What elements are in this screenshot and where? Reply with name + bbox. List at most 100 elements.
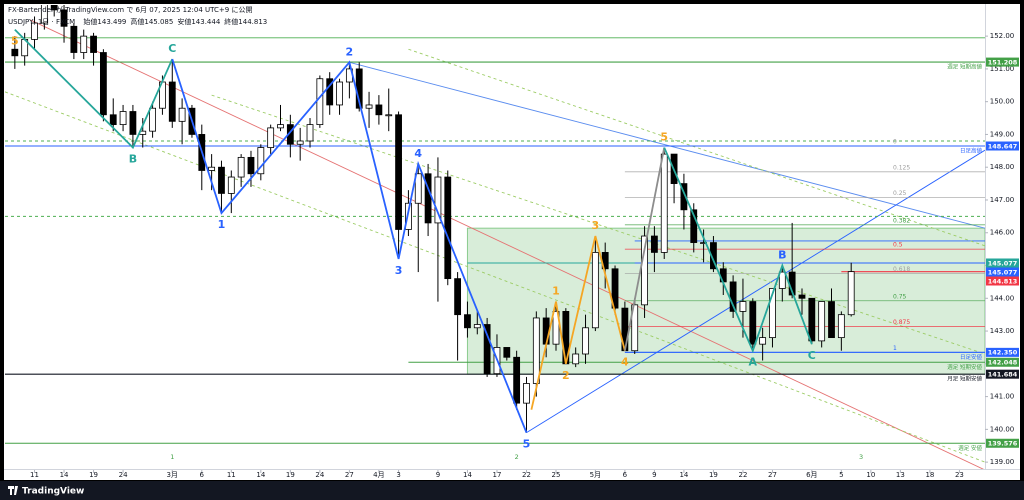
- cycle-mark: 2: [515, 453, 519, 461]
- price-tag-label: 139.576: [988, 440, 1018, 448]
- trendline: [349, 61, 985, 229]
- wave-label: B: [778, 249, 786, 262]
- candle-body: [759, 337, 767, 345]
- x-tick-label: 22: [522, 471, 531, 479]
- zone: [466, 227, 985, 375]
- price-tag: [986, 141, 1019, 151]
- candle-body: [464, 314, 471, 329]
- candle-body: [424, 173, 432, 224]
- candle-body: [277, 124, 284, 129]
- candle-body: [11, 48, 19, 57]
- candle-body: [444, 176, 452, 280]
- candle-body: [247, 156, 255, 175]
- wave-label: 1: [218, 218, 226, 231]
- price-tag-label: 142.350: [988, 349, 1018, 357]
- x-tick-label: 17: [493, 471, 502, 479]
- candle-body: [365, 104, 373, 109]
- ohlc-label: 高値: [130, 17, 144, 26]
- price-tag: [986, 258, 1019, 268]
- x-tick-label: 6: [200, 471, 205, 479]
- fib-label: 0.5: [893, 242, 903, 249]
- wave-label: 5: [523, 438, 531, 451]
- price-tag: [986, 57, 1019, 67]
- candle-body: [808, 297, 816, 342]
- wave-label: 4: [414, 147, 422, 160]
- x-tick-label: 11: [30, 471, 39, 479]
- symbol-line: USDJPY, 1日 · FXCM 始値143.499 高値145.085 安値14…: [8, 17, 267, 26]
- x-tick-label: 9: [652, 471, 656, 479]
- x-tick-label: 14: [256, 471, 265, 479]
- candle-body: [40, 5, 48, 24]
- candle-body: [847, 271, 855, 316]
- wave-line: [14, 28, 174, 150]
- y-tick-label: 139.00: [990, 458, 1015, 466]
- y-tick-label: 152.00: [990, 32, 1015, 40]
- candle-body: [503, 347, 511, 358]
- candle-body: [778, 271, 786, 289]
- candle-body: [680, 183, 688, 211]
- level-note: 日足安値: [960, 353, 983, 361]
- y-tick-label: 147.00: [990, 196, 1015, 204]
- candle-body: [90, 35, 97, 53]
- wave-label: 4: [621, 356, 629, 369]
- brand[interactable]: TradingView: [22, 487, 84, 497]
- y-tick-label: 150.00: [990, 98, 1015, 106]
- candle-body: [749, 301, 757, 345]
- y-tick-label: 148.00: [990, 163, 1015, 171]
- candle-body: [109, 114, 117, 126]
- price-tag-label: 145.077: [988, 259, 1018, 267]
- fib-label: 1: [893, 345, 897, 352]
- wave-label: A: [749, 356, 758, 369]
- y-tick-label: 151.00: [990, 65, 1015, 73]
- candle-body: [129, 111, 137, 135]
- fib-label: 0.875: [893, 319, 910, 326]
- candle-body: [572, 353, 580, 365]
- y-tick-label: 140.00: [990, 425, 1015, 433]
- x-tick-label: 24: [315, 471, 324, 479]
- fib-label: 0: [893, 139, 897, 146]
- x-tick-label: 13: [896, 471, 905, 479]
- x-tick-label: 24: [119, 471, 128, 479]
- x-tick-label: 14: [463, 471, 472, 479]
- brand-logo: [8, 486, 18, 495]
- candle-body: [316, 78, 324, 126]
- level-note: 週足 短期高値: [947, 63, 982, 71]
- candle-body: [611, 268, 619, 309]
- fib-label: 0.125: [893, 164, 910, 171]
- publisher: FX-Bartender が TradingView.com で 6月 07, …: [8, 5, 252, 14]
- wave-label: 2: [346, 45, 354, 58]
- footer: [0, 481, 1024, 500]
- candle-body: [542, 317, 550, 345]
- wave-line: [171, 58, 528, 433]
- level-note: 日足高値: [960, 147, 983, 155]
- candle-body: [513, 356, 521, 404]
- x-tick-label: 14: [60, 471, 69, 479]
- x-tick-label: 6: [623, 471, 628, 479]
- x-tick-label: 22: [738, 471, 747, 479]
- x-tick-label: 27: [345, 471, 354, 479]
- wave-label: 2: [562, 369, 570, 382]
- candle-body: [99, 52, 107, 116]
- x-tick-label: 10: [866, 471, 875, 479]
- price-tag-label: 145.077: [988, 268, 1018, 276]
- price-tag: [986, 369, 1019, 379]
- candle-body: [237, 156, 245, 178]
- candle-body: [532, 317, 540, 384]
- price-tag-label: 151.208: [988, 58, 1018, 66]
- candle-body: [837, 314, 845, 339]
- candle-body: [296, 140, 304, 145]
- cycle-mark: 1: [170, 453, 174, 461]
- candle-body: [218, 166, 225, 194]
- wave-label: 3: [395, 264, 403, 277]
- price-tag-label: 144.813: [988, 277, 1018, 285]
- wave-line: [530, 235, 626, 410]
- cycle-mark: 3: [859, 453, 863, 461]
- price-tag-label: 148.647: [988, 142, 1018, 150]
- x-tick-label: 14: [679, 471, 688, 479]
- fib-label: 0.618: [893, 266, 910, 273]
- level-note: 月足 短期安値: [947, 375, 982, 383]
- x-tick-label: 6月: [806, 471, 817, 479]
- x-tick-label: 19: [286, 471, 295, 479]
